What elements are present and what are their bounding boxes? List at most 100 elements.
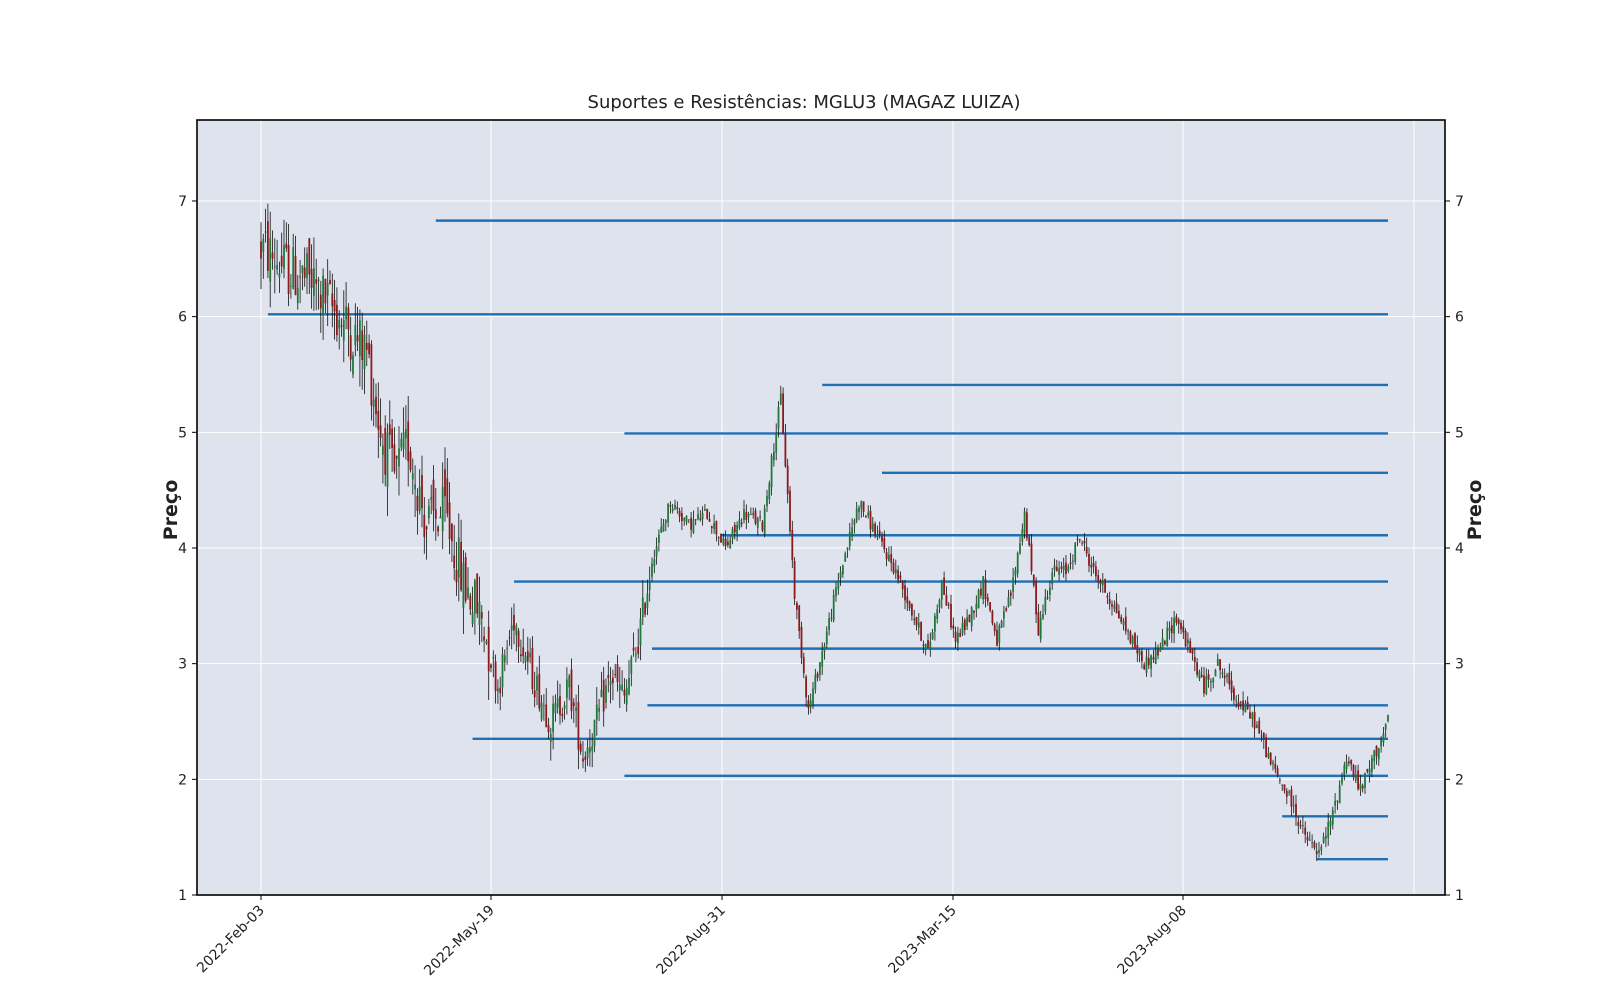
- candle-body: [1295, 803, 1297, 818]
- candle-body: [1322, 836, 1325, 843]
- candle-body: [915, 617, 918, 626]
- candle-body: [766, 496, 768, 507]
- candle-body: [423, 514, 426, 537]
- candle-body: [605, 685, 607, 703]
- candle-body: [947, 604, 950, 606]
- candle-body: [968, 614, 971, 622]
- candle-body: [280, 255, 283, 267]
- candle-body: [1161, 638, 1164, 649]
- candle-body: [414, 484, 416, 490]
- candle-body: [547, 724, 550, 733]
- candle-body: [460, 541, 462, 591]
- candle-body: [1265, 737, 1267, 758]
- candle-body: [823, 645, 826, 652]
- candle-body: [890, 553, 893, 563]
- candle-body: [1019, 543, 1021, 554]
- candle-body: [1304, 827, 1307, 835]
- y-tick-label: 7: [178, 194, 187, 210]
- candle-body: [1226, 674, 1228, 677]
- candle-body: [888, 554, 890, 562]
- candle-body: [973, 610, 975, 613]
- candle-body: [1239, 702, 1242, 704]
- candle-body: [989, 602, 991, 611]
- candle-body: [701, 512, 704, 520]
- candle-body: [1173, 617, 1175, 634]
- candle-body: [853, 520, 856, 526]
- candle-body: [1170, 625, 1173, 634]
- y-axis-right: 1 2 3 4 5 6 7: [1445, 194, 1464, 904]
- candle-body: [934, 615, 936, 632]
- candle-body: [750, 514, 752, 516]
- candle-body: [644, 603, 646, 615]
- candle-body: [299, 276, 301, 278]
- candle-body: [393, 444, 396, 472]
- candle-body: [1049, 587, 1051, 595]
- candle-body: [582, 758, 584, 762]
- candle-body: [998, 625, 1001, 643]
- y-tick-label: 1: [1455, 888, 1464, 904]
- candle-body: [308, 238, 311, 275]
- candle-body: [570, 669, 573, 712]
- candle-body: [1187, 639, 1189, 644]
- candle-body: [411, 473, 414, 480]
- candle-body: [678, 510, 681, 517]
- candle-body: [920, 621, 922, 641]
- candle-body: [1207, 674, 1210, 680]
- candle-body: [991, 610, 994, 624]
- candle-body: [1062, 565, 1065, 571]
- candle-body: [377, 410, 380, 430]
- candle-body: [1249, 712, 1251, 719]
- y-tick-label: 5: [1455, 425, 1464, 441]
- candle-body: [483, 636, 485, 641]
- candle-body: [779, 393, 782, 405]
- candle-body: [402, 431, 405, 450]
- candle-body: [1115, 602, 1118, 614]
- candle-body: [464, 557, 467, 601]
- candle-body: [1350, 760, 1353, 765]
- candle-body: [791, 530, 794, 561]
- candle-body: [409, 451, 412, 470]
- candle-body: [708, 519, 711, 522]
- candle-body: [589, 747, 591, 753]
- candle-body: [434, 509, 437, 519]
- candle-body: [835, 587, 837, 597]
- candle-body: [540, 702, 543, 720]
- candle-body: [1290, 789, 1293, 807]
- candle-body: [722, 537, 725, 545]
- candle-body: [637, 646, 640, 654]
- candle-body: [577, 702, 580, 750]
- candle-body: [745, 511, 748, 520]
- candle-body: [455, 570, 458, 583]
- candle-body: [621, 684, 623, 691]
- candle-body: [1058, 568, 1060, 575]
- candle-body: [363, 335, 366, 370]
- candle-body: [333, 299, 336, 312]
- candle-body: [267, 221, 269, 271]
- candle-body: [1141, 651, 1143, 662]
- candle-body: [439, 516, 442, 519]
- candle-body: [508, 637, 511, 639]
- candle-body: [1320, 846, 1323, 851]
- candle-body: [524, 655, 527, 663]
- candle-body: [1242, 700, 1244, 711]
- candle-body: [1090, 564, 1093, 568]
- y-tick-label: 2: [178, 772, 187, 788]
- candle-body: [1366, 769, 1369, 772]
- candle-body: [927, 639, 929, 648]
- candle-body: [1134, 633, 1136, 649]
- candle-body: [671, 508, 674, 511]
- candle-body: [911, 604, 913, 616]
- candle-body: [814, 675, 817, 690]
- candle-body: [885, 552, 888, 560]
- candle-body: [1030, 543, 1033, 572]
- candle-body: [1318, 850, 1320, 853]
- x-tick-label: 2023-Mar-15: [886, 903, 960, 977]
- candle-body: [690, 517, 692, 530]
- candle-body: [1377, 748, 1380, 760]
- x-tick-label: 2023-Aug-08: [1114, 903, 1189, 978]
- candle-body: [315, 279, 318, 284]
- candle-body: [600, 689, 603, 698]
- x-tick-label: 2022-Feb-03: [194, 903, 268, 977]
- candle-body: [1297, 821, 1300, 826]
